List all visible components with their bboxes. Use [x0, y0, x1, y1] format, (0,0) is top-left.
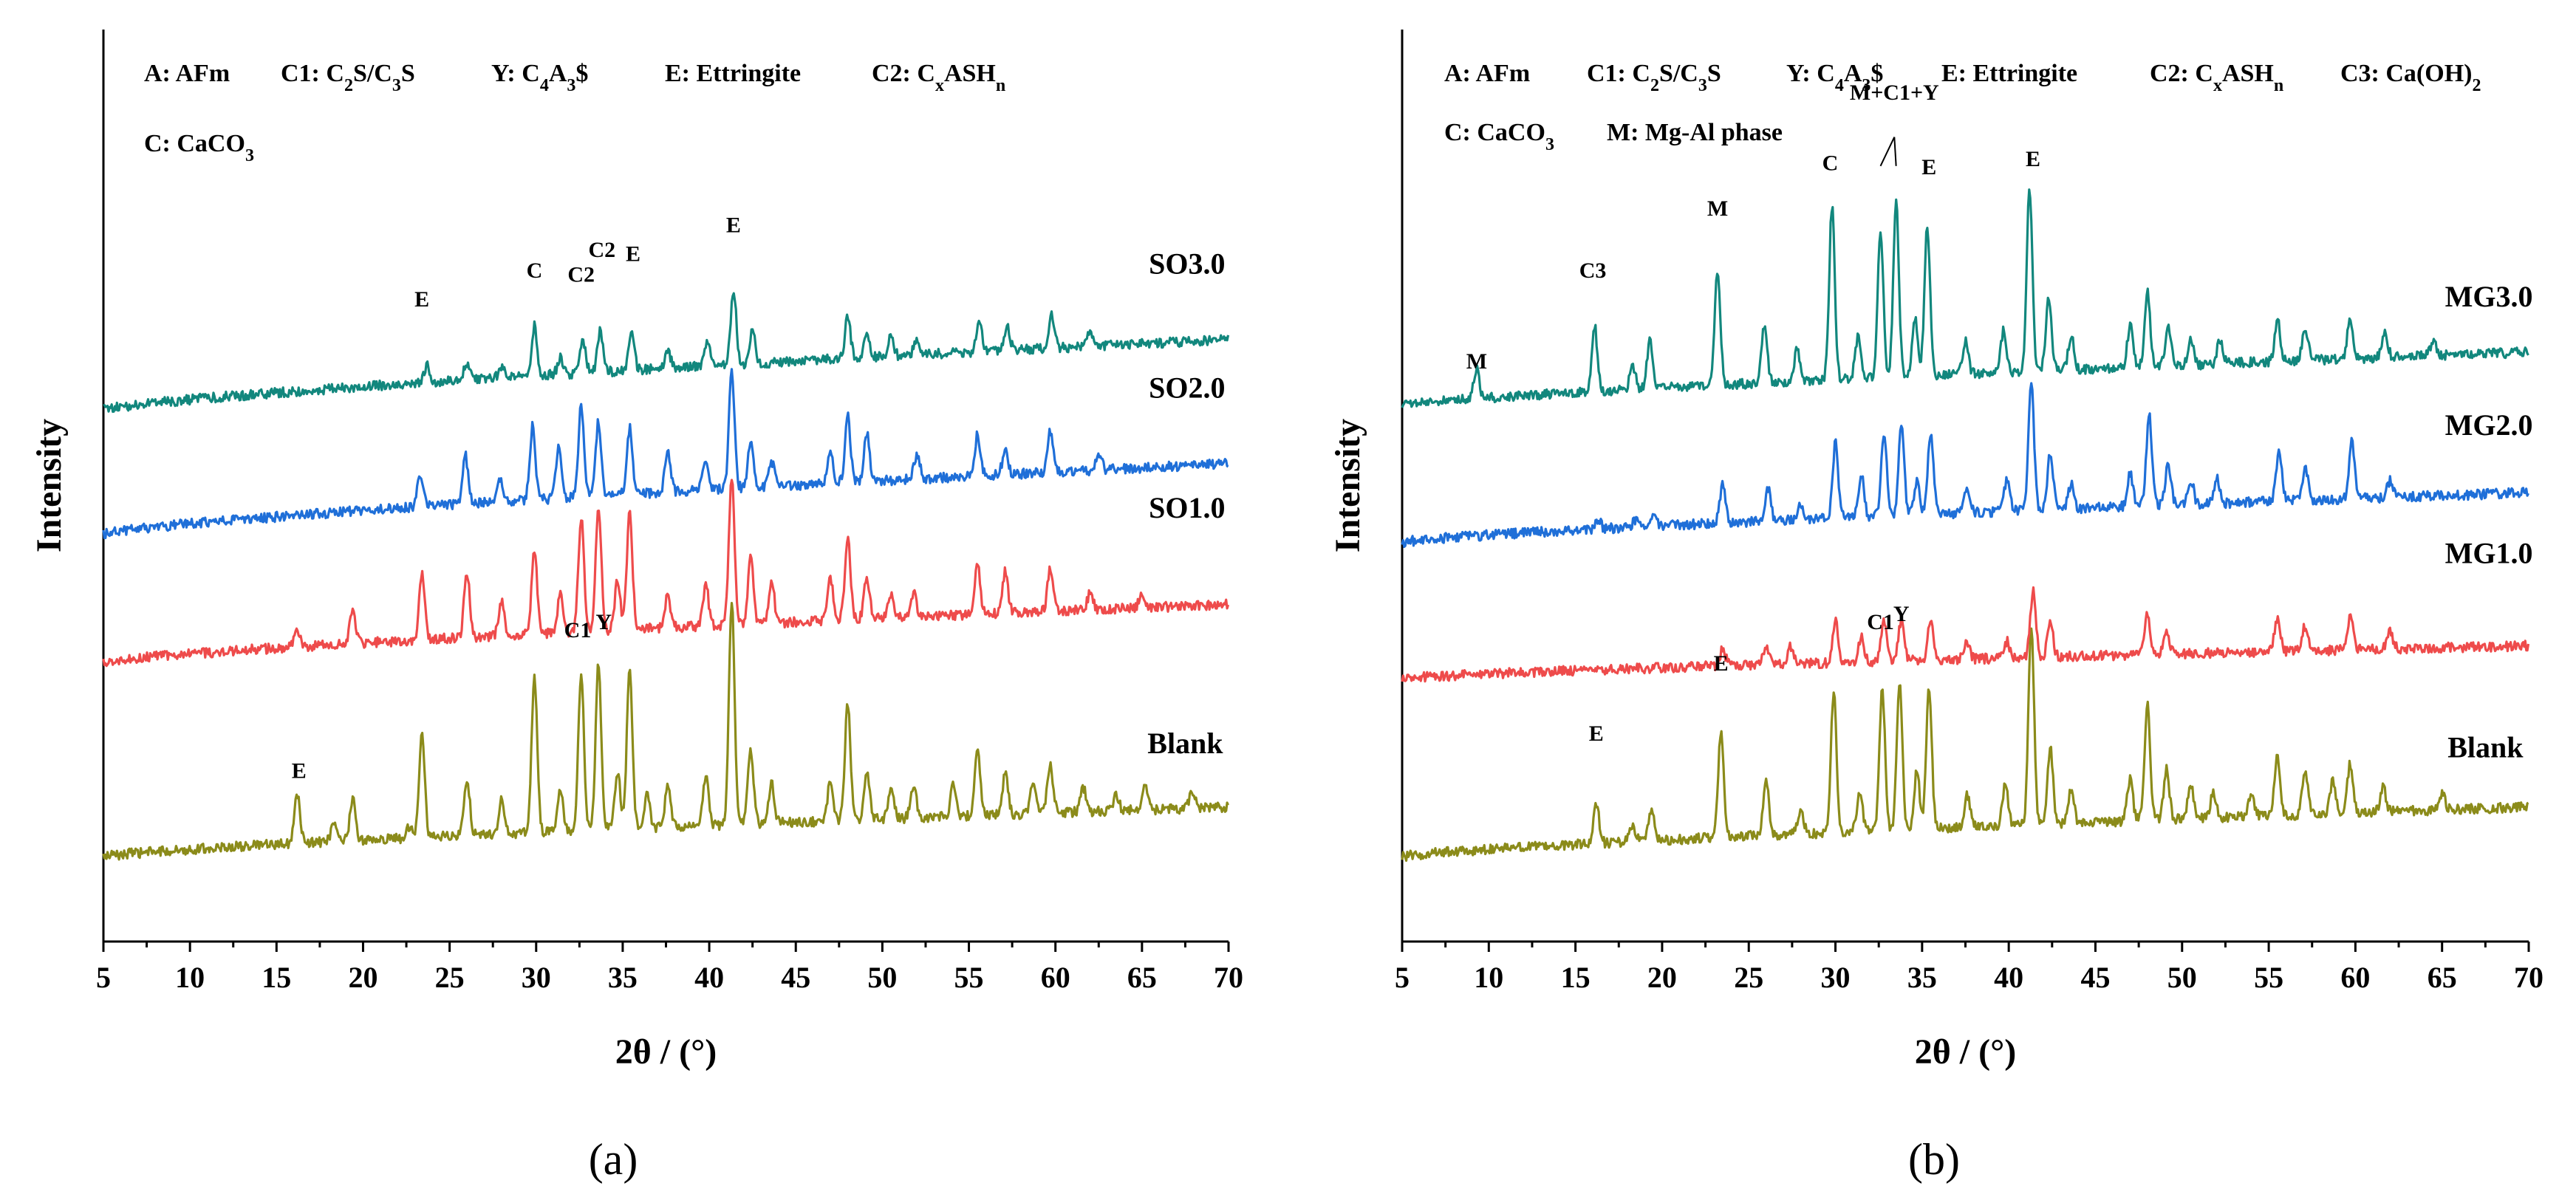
- series-label: Blank: [1147, 727, 1223, 760]
- legend-entry: C3: Ca(OH)2: [2340, 60, 2481, 95]
- x-tick-label: 20: [348, 961, 377, 994]
- x-tick-label: 55: [954, 961, 984, 994]
- series-line-so1-0: [102, 479, 1230, 668]
- x-tick-label: 50: [867, 961, 897, 994]
- x-tick-label: 45: [2080, 961, 2110, 994]
- peak-annotation: C: [1822, 151, 1839, 175]
- peak-annotation: M+C1+Y: [1850, 80, 1939, 105]
- x-axis-label: 2θ / (°): [1915, 1032, 2017, 1072]
- peak-annotation: Y: [1893, 602, 1910, 626]
- series-label: MG2.0: [2445, 408, 2533, 442]
- x-tick-label: 60: [1041, 961, 1070, 994]
- peak-annotation: E: [726, 213, 741, 237]
- legend-entry: C1: C2S/C3S: [281, 60, 415, 95]
- peak-annotation: C1: [564, 618, 592, 642]
- series-label: MG3.0: [2445, 280, 2533, 313]
- x-tick-label: 30: [522, 961, 551, 994]
- series-label: MG1.0: [2445, 536, 2533, 569]
- series-line-so2-0: [102, 368, 1229, 540]
- x-tick-label: 55: [2254, 961, 2283, 994]
- series-label: SO1.0: [1149, 491, 1225, 524]
- legend-entry: Y: C4A3$: [1786, 60, 1883, 95]
- legend-entry: E: Ettringite: [1941, 60, 2077, 87]
- series-line-mg3-0: [1401, 188, 2529, 408]
- y-axis-label: Intensity: [30, 419, 69, 552]
- legend-entry: M: Mg-Al phase: [1607, 119, 1783, 146]
- panel-a: 5 10 15 20 25 30 35 40 45 50 55 60 65 70 2θ / (°) Inten…: [30, 30, 1243, 1184]
- peak-annotation: E: [626, 242, 640, 267]
- series-label: SO3.0: [1149, 247, 1225, 280]
- y-axis-label: Intensity: [1328, 419, 1367, 552]
- x-tick-label: 10: [175, 961, 205, 994]
- panel-label: (a): [589, 1135, 638, 1184]
- peak-annotation: E: [292, 759, 307, 784]
- x-tick-label: 70: [1214, 961, 1243, 994]
- legend-entry: C1: C2S/C3S: [1587, 60, 1721, 95]
- peak-annotation: C3: [1579, 258, 1607, 283]
- series-line-mg2-0: [1401, 382, 2529, 549]
- panel-label: (b): [1908, 1135, 1960, 1184]
- x-tick-label: 15: [1561, 961, 1591, 994]
- peak-annotation: C1: [1867, 610, 1894, 634]
- x-tick-label: 40: [1994, 961, 2023, 994]
- x-tick-label: 35: [1907, 961, 1937, 994]
- peak-annotation: E: [2026, 147, 2040, 171]
- legend-entry: A: AFm: [1444, 60, 1530, 87]
- x-tick-label: 70: [2514, 961, 2543, 994]
- annotation-leader-line: [1893, 137, 1897, 166]
- x-tick-label: 25: [435, 961, 465, 994]
- x-tick-label: 35: [608, 961, 638, 994]
- x-tick-label: 60: [2340, 961, 2370, 994]
- legend-entry: C: CaCO3: [1444, 119, 1554, 154]
- peak-annotation: C: [527, 258, 543, 283]
- series-label: SO2.0: [1149, 371, 1225, 404]
- legend-entry: A: AFm: [144, 60, 230, 87]
- legend-entry: C: CaCO3: [144, 130, 254, 165]
- x-tick-label: 5: [1395, 961, 1410, 994]
- x-tick-label: 25: [1734, 961, 1763, 994]
- x-tick-label: 65: [2428, 961, 2457, 994]
- x-tick-label: 40: [694, 961, 724, 994]
- x-tick-label: 10: [1474, 961, 1503, 994]
- legend-entry: E: Ettringite: [665, 60, 801, 87]
- peak-annotation: E: [1921, 155, 1936, 179]
- peak-annotation: E: [1589, 721, 1604, 746]
- x-axis-label: 2θ / (°): [615, 1032, 717, 1072]
- panel-b: 5 10 15 20 25 30 35 40 45 50 55 60 65 70 2θ / (°) Inten…: [1328, 30, 2543, 1184]
- series-label: Blank: [2447, 731, 2524, 764]
- peak-annotation: E: [1714, 651, 1729, 676]
- x-tick-label: 50: [2167, 961, 2197, 994]
- x-tick-label: 15: [262, 961, 291, 994]
- peak-annotation: M: [1707, 196, 1728, 221]
- peak-annotation: Y: [595, 610, 612, 634]
- peak-annotation: M: [1466, 349, 1487, 374]
- x-tick-label: 65: [1127, 961, 1157, 994]
- legend-entry: Y: C4A3$: [491, 60, 588, 95]
- series-line-blank: [1401, 627, 2529, 863]
- peak-annotation: C2: [588, 238, 615, 262]
- annotation-leader-line: [1879, 137, 1896, 167]
- legend-entry: C2: CxASHn: [872, 60, 1005, 95]
- series-line-blank: [102, 601, 1229, 861]
- legend-entry: C2: CxASHn: [2150, 60, 2283, 95]
- x-tick-label: 30: [1821, 961, 1851, 994]
- peak-annotation: E: [414, 287, 429, 312]
- x-tick-label: 45: [781, 961, 810, 994]
- series-line-mg1-0: [1401, 586, 2530, 683]
- peak-annotation: C2: [567, 263, 595, 287]
- x-tick-label: 20: [1647, 961, 1677, 994]
- x-tick-label: 5: [96, 961, 111, 994]
- series-line-so3-0: [103, 292, 1230, 414]
